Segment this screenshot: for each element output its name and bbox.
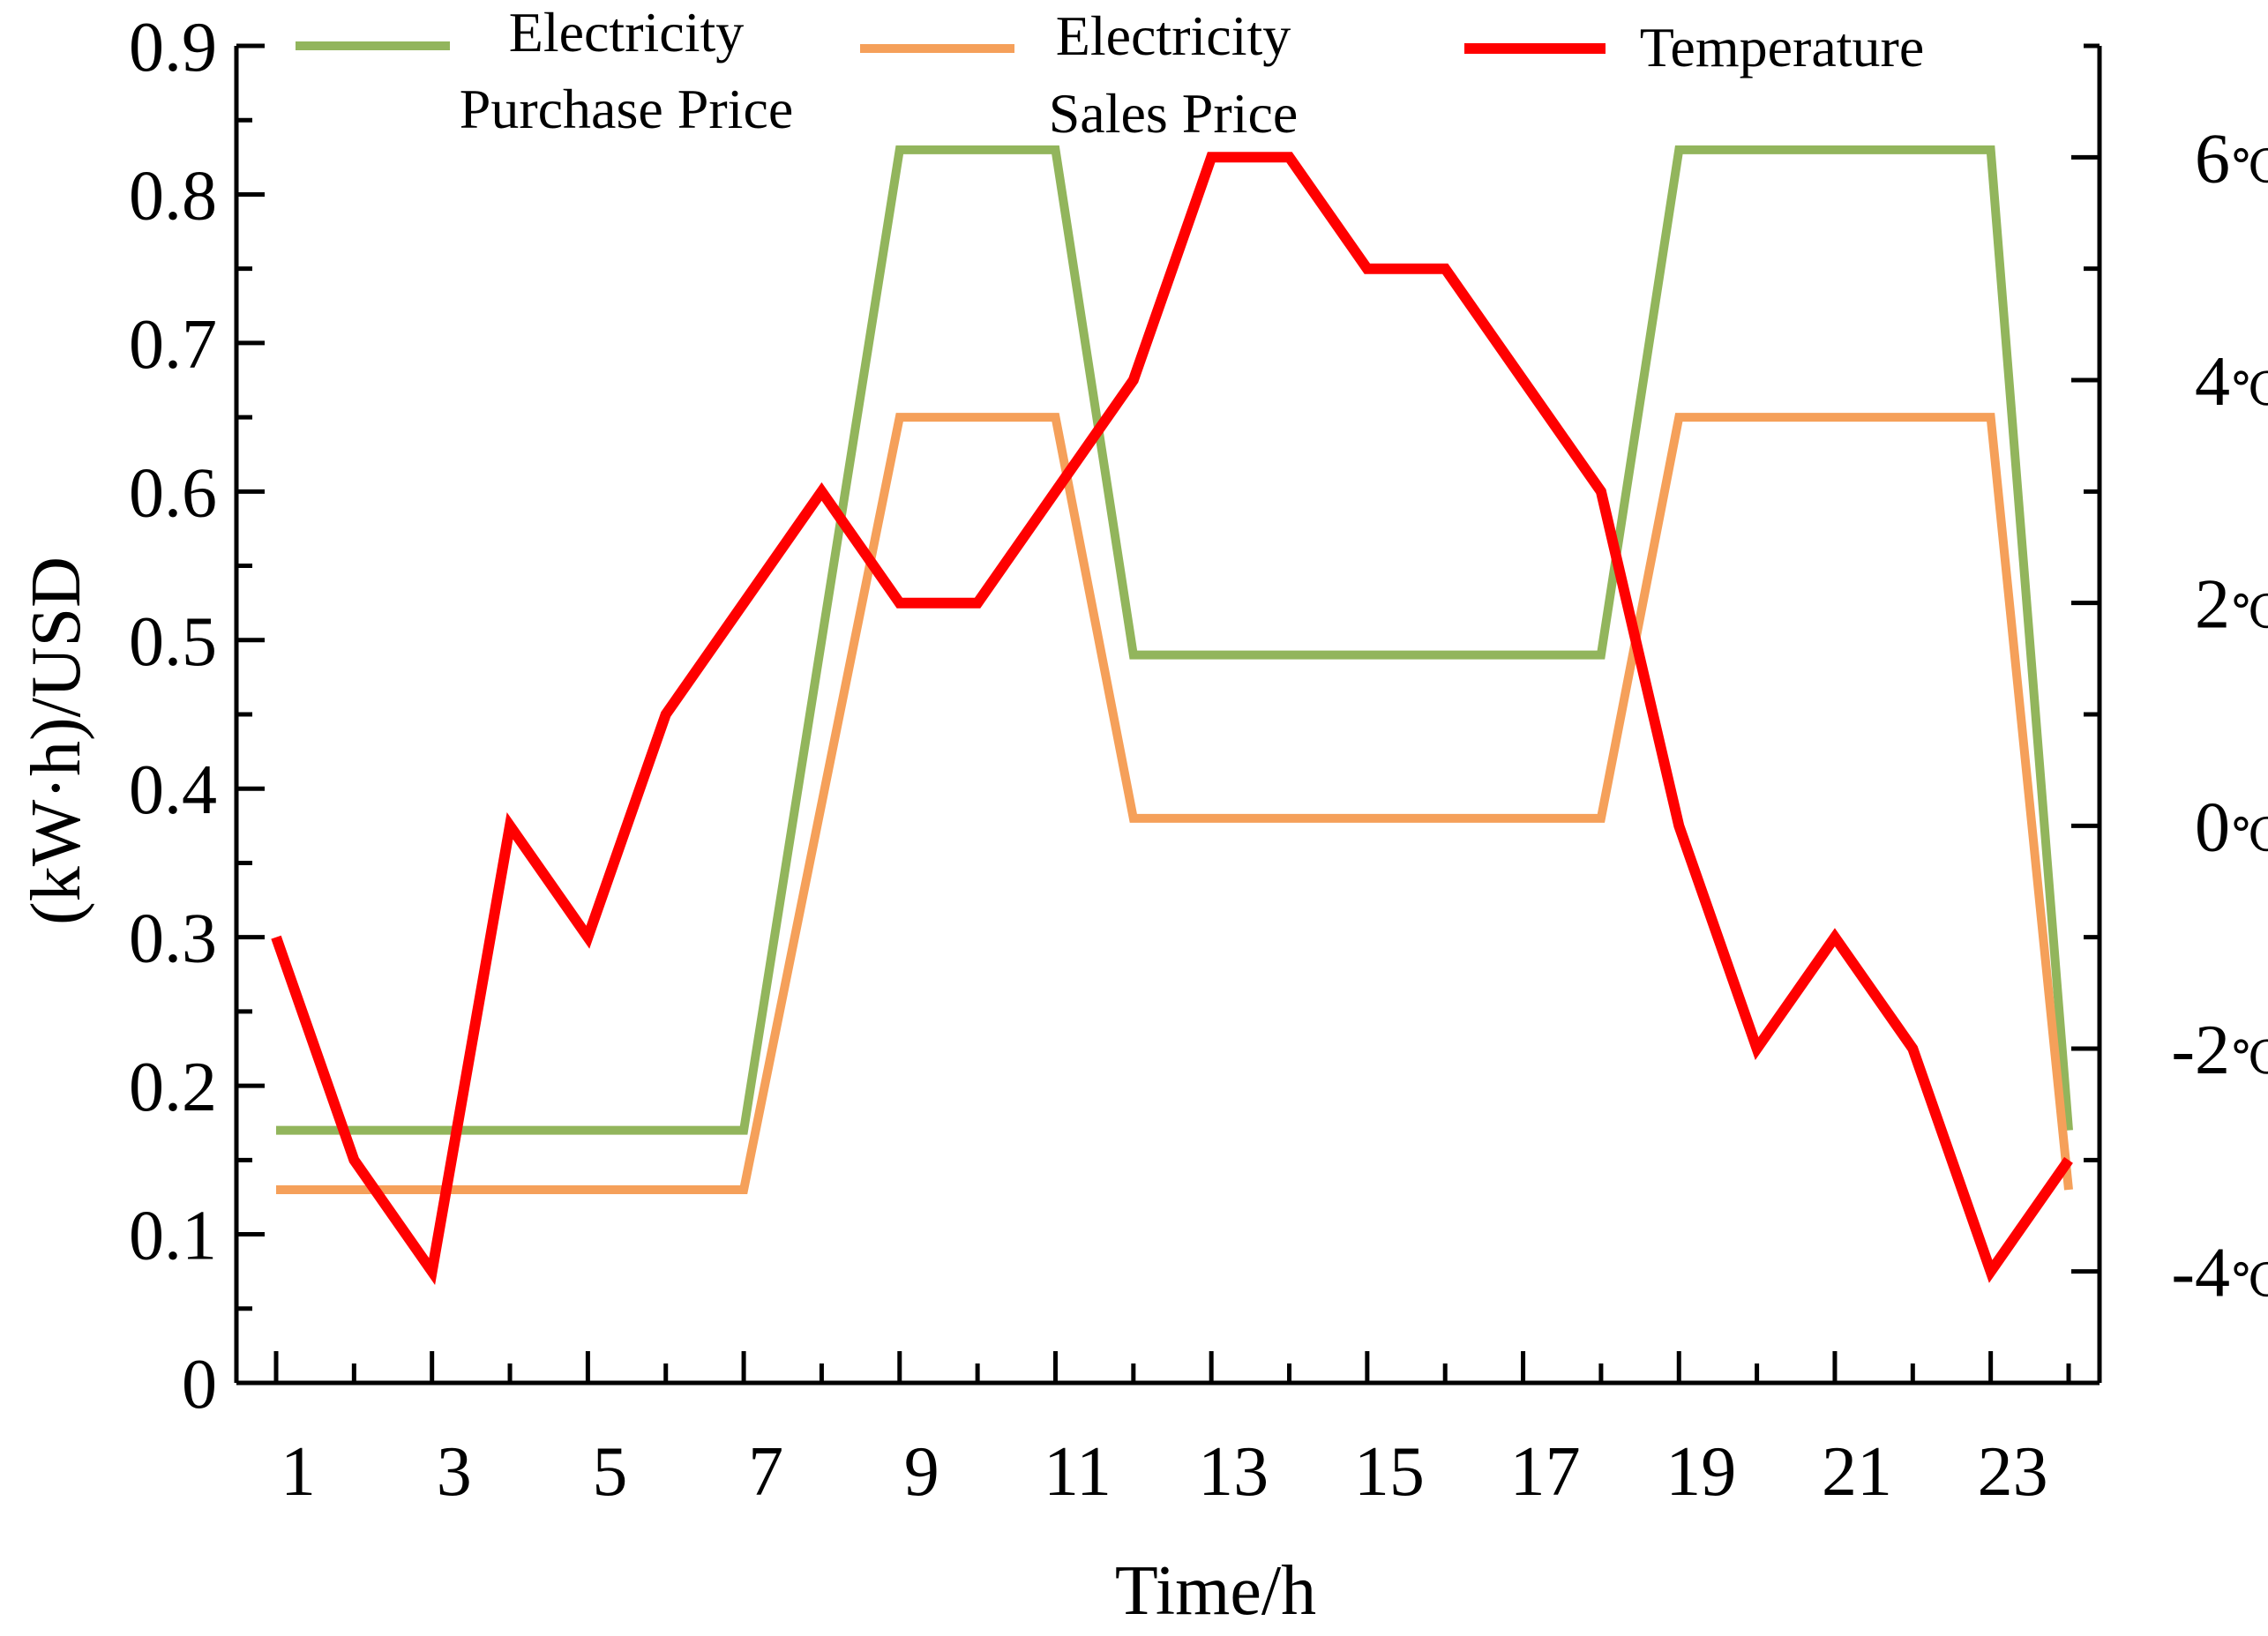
- x-tick-label: 5: [592, 1433, 627, 1511]
- x-tick-label: 23: [1978, 1433, 2048, 1511]
- y2-tick-label: 0: [2195, 788, 2230, 866]
- series-lines: [271, 145, 2073, 1286]
- y-tick-label: 0.9: [129, 9, 217, 86]
- x-tick-label: 21: [1822, 1433, 1892, 1511]
- y-tick-label: 0.8: [129, 157, 217, 235]
- y2-tick-unit: ℃: [2232, 811, 2268, 861]
- series-line-electricity-sales-price: [276, 413, 2073, 1194]
- tick-labels: 00.10.20.30.40.50.60.70.80.9-4 ℃-2 ℃0 ℃2 ℃4 ℃…: [129, 9, 2268, 1511]
- y-tick-label: 0.4: [129, 751, 217, 829]
- x-tick-label: 11: [1044, 1433, 1112, 1511]
- legend-label: Purchase Price: [460, 78, 794, 140]
- x-tick-label: 1: [281, 1433, 316, 1511]
- x-tick-label: 3: [437, 1433, 472, 1511]
- y-tick-label: 0.3: [129, 900, 217, 978]
- y-tick-label: 0.6: [129, 454, 217, 532]
- y2-tick-unit: ℃: [2232, 365, 2268, 415]
- y2-tick-label: 4: [2195, 343, 2230, 421]
- y2-tick-label: -2: [2171, 1012, 2230, 1089]
- legend-label: Electricity: [509, 1, 745, 63]
- legend: Electricity Purchase Price Electricity Sale…: [296, 1, 1924, 145]
- axes: [234, 43, 2102, 1386]
- y-tick-label: 0.7: [129, 306, 217, 384]
- legend-label: Electricity: [1056, 4, 1291, 67]
- y2-tick-label: -4: [2171, 1235, 2230, 1312]
- y2-tick-unit: ℃: [2232, 588, 2268, 639]
- x-tick-label: 9: [904, 1433, 939, 1511]
- y2-tick-unit: ℃: [2232, 1034, 2268, 1084]
- y-tick-label: 0: [182, 1346, 217, 1423]
- y-tick-label: 0.5: [129, 603, 217, 681]
- y-axis-title: (kW·h)/USD: [18, 557, 95, 925]
- x-axis-title: Time/h: [1115, 1552, 1316, 1630]
- legend-label: Temperature: [1640, 16, 1924, 78]
- y-tick-label: 0.1: [129, 1198, 217, 1275]
- x-tick-label: 17: [1510, 1433, 1581, 1511]
- x-tick-label: 7: [748, 1433, 783, 1511]
- y2-tick-label: 2: [2195, 566, 2230, 644]
- series-line-electricity-purchase-price: [276, 145, 2073, 1135]
- x-tick-label: 19: [1665, 1433, 1736, 1511]
- y2-tick-unit: ℃: [2232, 1257, 2268, 1307]
- series-line-temperature: [271, 152, 2073, 1286]
- y2-tick-label: 6: [2195, 120, 2230, 198]
- y-tick-label: 0.2: [129, 1049, 217, 1126]
- x-tick-label: 13: [1198, 1433, 1269, 1511]
- x-tick-label: 15: [1354, 1433, 1425, 1511]
- y2-tick-unit: ℃: [2232, 142, 2268, 192]
- legend-label: Sales Price: [1049, 82, 1299, 145]
